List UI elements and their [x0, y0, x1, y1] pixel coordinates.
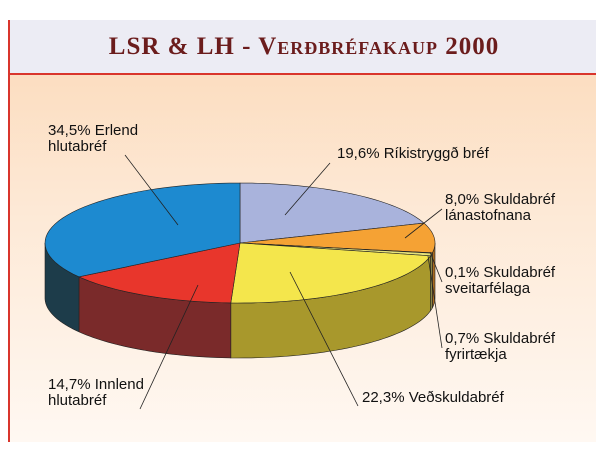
category-label: Skuldabréf fyrirtækja	[445, 330, 556, 363]
category-label: Erlend hlutabréf	[48, 122, 139, 155]
leader-line	[429, 251, 443, 283]
slice-label: 8,0% Skuldabréf lánastofnana	[445, 192, 596, 224]
leader-line	[289, 271, 359, 407]
slice-label: 0,7% Skuldabréf fyrirtækja	[445, 331, 596, 363]
slice-label: 19,6% Ríkistryggð bréf	[337, 146, 557, 162]
category-label: Innlend hlutabréf	[48, 376, 144, 409]
category-label: Ríkistryggð bréf	[383, 145, 489, 162]
slice	[44, 182, 241, 278]
category-label: Veðskuldabréf	[408, 389, 504, 406]
slice-label: 34,5% Erlend hlutabréf	[48, 123, 158, 155]
value-label: 14,7%	[48, 376, 91, 393]
value-label: 22,3%	[362, 389, 405, 406]
leader-line	[124, 154, 179, 226]
slice	[77, 242, 241, 304]
value-label: 34,5%	[48, 122, 91, 139]
category-label: Skuldabréf sveitarfélaga	[445, 264, 556, 297]
slice	[230, 242, 432, 304]
slice-label: 14,7% Innlend hlutabréf	[48, 377, 168, 409]
value-label: 0,1%	[445, 264, 480, 281]
title-box: LSR & LH - Verðbréfakaup 2000	[10, 20, 596, 75]
leader-line	[427, 255, 443, 349]
leader-line	[284, 162, 331, 216]
slice-label: 0,1% Skuldabréf sveitarfélaga	[445, 265, 596, 297]
value-label: 8,0%	[445, 191, 480, 208]
category-label: Skuldabréf lánastofnana	[445, 191, 556, 224]
leader-line	[404, 208, 443, 239]
value-label: 0,7%	[445, 330, 480, 347]
leader-line	[139, 284, 199, 410]
chart-title: LSR & LH - Verðbréfakaup 2000	[108, 32, 500, 60]
slice-label: 22,3% Veðskuldabréf	[362, 390, 582, 406]
value-label: 19,6%	[337, 145, 380, 162]
